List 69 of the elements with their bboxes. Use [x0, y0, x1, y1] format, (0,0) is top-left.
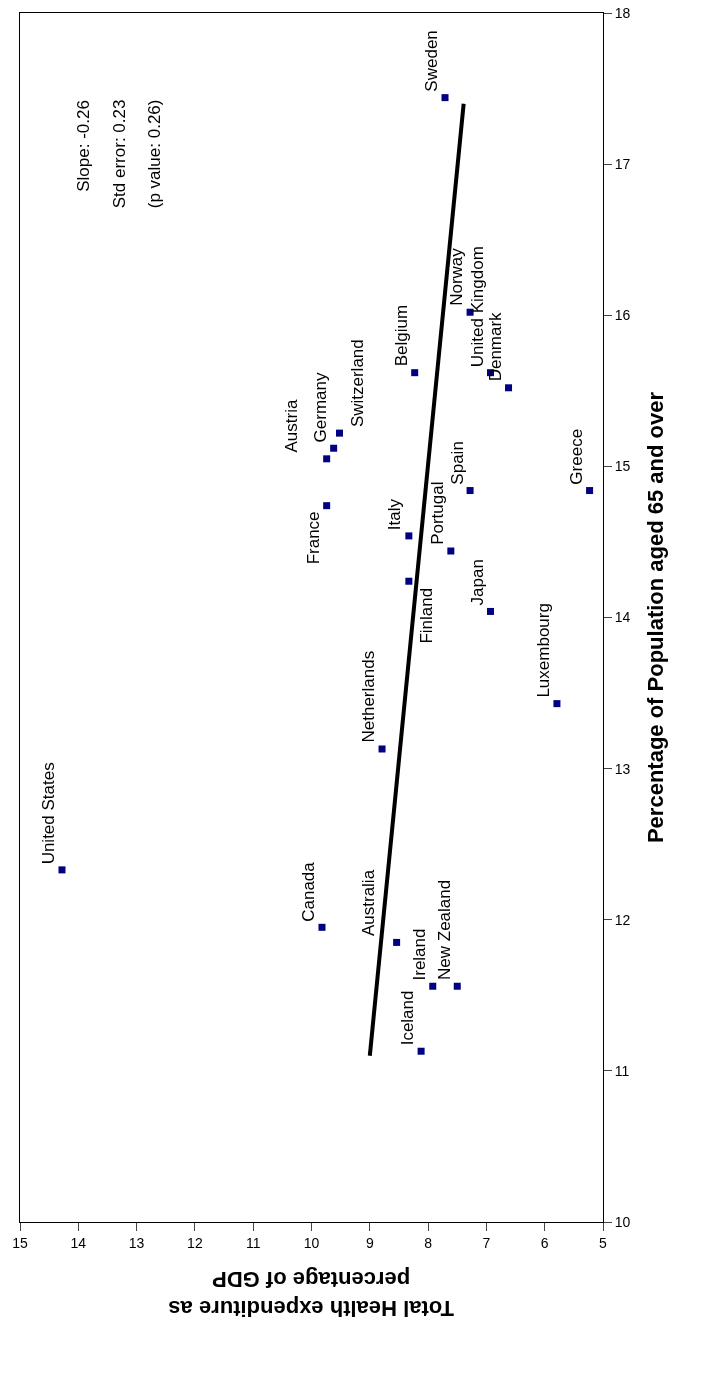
annotation: Norway [447, 247, 467, 306]
y-tick-label: 18 [614, 4, 631, 21]
x-tick-label: 9 [365, 1234, 374, 1251]
point [323, 455, 331, 463]
x-tick-label: 13 [128, 1234, 145, 1251]
point [486, 607, 494, 615]
annotation: United Kingdom [467, 246, 487, 368]
annotation: Canada [299, 861, 319, 922]
y-axis-title: Percentage of Population aged 65 and over [643, 391, 669, 844]
annotation: Australia [359, 869, 379, 937]
annotation: Netherlands [358, 650, 378, 743]
point [586, 487, 594, 495]
point [405, 577, 413, 585]
annotation: Std error: 0.23 [109, 99, 129, 209]
point [447, 547, 455, 555]
x-tick-label: 7 [482, 1234, 491, 1251]
y-tick-label: 15 [614, 458, 631, 475]
x-tick-label: 11 [245, 1234, 261, 1251]
annotation: France [303, 511, 323, 565]
annotation: Ireland [410, 928, 430, 981]
annotation: New Zealand [434, 879, 454, 980]
point [466, 487, 474, 495]
y-tick-label: 11 [614, 1062, 630, 1079]
annotation: United States [38, 762, 58, 865]
y-tick-label: 16 [614, 307, 631, 324]
x-tick-label: 5 [599, 1234, 608, 1251]
x-tick-label: 14 [70, 1234, 87, 1251]
annotation: Iceland [397, 990, 417, 1046]
point [378, 745, 386, 753]
point [453, 982, 461, 990]
annotation: Finland [417, 587, 437, 644]
y-tick-label: 14 [614, 609, 631, 626]
point [505, 384, 513, 392]
point [441, 94, 449, 102]
x-tick-label: 8 [424, 1234, 433, 1251]
point [553, 700, 561, 708]
point [330, 444, 338, 452]
point [429, 982, 437, 990]
annotation: Austria [281, 399, 301, 453]
y-tick-label: 17 [614, 156, 631, 173]
x-tick-label: 6 [540, 1234, 549, 1251]
x-axis-title: Total Health expenditure as percentage of GDP [168, 1267, 454, 1321]
annotation: Spain [447, 441, 467, 485]
annotation: Greece [566, 428, 586, 485]
point [318, 923, 326, 931]
annotation: Germany [310, 371, 330, 443]
y-tick-label: 12 [614, 911, 631, 928]
x-tick-label: 12 [187, 1234, 203, 1251]
point [58, 866, 66, 874]
annotation: Japan [467, 559, 487, 606]
annotation: Belgium [392, 304, 412, 367]
x-tick-label: 15 [12, 1234, 28, 1251]
point [411, 369, 419, 377]
y-tick-label: 13 [614, 760, 631, 777]
annotation: Denmark [485, 311, 505, 382]
annotation: Switzerland [347, 339, 367, 428]
point [405, 532, 413, 540]
annotation: Sweden [422, 30, 442, 92]
y-tick-label: 10 [614, 1213, 631, 1230]
annotation: Luxembourg [534, 603, 554, 698]
annotation: (p value: 0.26) [144, 99, 164, 209]
x-tick-label: 10 [303, 1234, 320, 1251]
annotation: Portugal [427, 481, 447, 545]
point [335, 429, 343, 437]
point [393, 938, 401, 946]
point [417, 1047, 425, 1055]
annotation: Italy [385, 498, 405, 531]
annotation: Slope: -0.26 [74, 100, 94, 192]
point [323, 502, 331, 510]
